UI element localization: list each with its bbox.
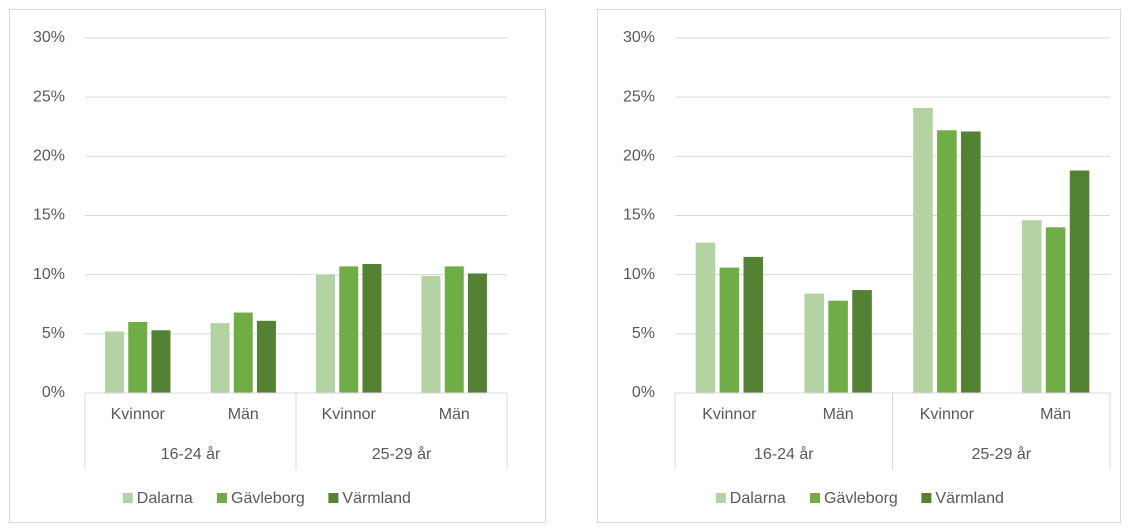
x-tick-label: Kvinnor — [702, 406, 757, 423]
legend-label: Gävleborg — [824, 490, 898, 507]
bar — [256, 320, 276, 393]
bar — [316, 274, 336, 393]
x-tick-label: Män — [439, 406, 470, 423]
x-tick-label: Kvinnor — [920, 406, 975, 423]
y-tick-label: 5% — [42, 325, 65, 342]
bar — [467, 273, 487, 393]
y-tick-label: 30% — [33, 29, 65, 46]
bar — [828, 300, 848, 393]
group-label: 25-29 år — [372, 445, 432, 463]
bar — [339, 266, 359, 393]
group-label: 16-24 år — [754, 445, 814, 463]
bar — [804, 293, 824, 393]
bar — [210, 323, 230, 393]
bar — [937, 130, 957, 394]
bar — [1021, 220, 1042, 393]
bar — [128, 322, 148, 393]
y-tick-label: 25% — [623, 88, 655, 105]
x-tick-label: Kvinnor — [322, 406, 377, 423]
bar — [852, 290, 872, 393]
bar — [961, 131, 981, 393]
bar — [719, 267, 740, 393]
bar — [233, 312, 253, 393]
legend-swatch — [217, 493, 227, 503]
y-tick-label: 15% — [623, 207, 655, 224]
legend-swatch — [122, 493, 133, 503]
y-tick-label: 20% — [623, 148, 655, 165]
y-tick-label: 10% — [33, 266, 65, 283]
bar — [695, 242, 716, 393]
legend-label: Gävleborg — [231, 490, 305, 507]
y-tick-label: 5% — [632, 325, 655, 342]
legend-swatch — [810, 493, 820, 503]
bar — [362, 264, 382, 393]
chart-frame — [9, 9, 546, 523]
group-label: 16-24 år — [161, 445, 221, 463]
y-tick-label: 25% — [33, 88, 65, 105]
bar — [421, 275, 441, 393]
y-tick-label: 20% — [33, 148, 65, 165]
x-tick-label: Män — [1040, 406, 1071, 423]
legend-label: Värmland — [935, 490, 1003, 507]
legend-label: Dalarna — [137, 490, 193, 507]
y-tick-label: 15% — [33, 207, 65, 224]
y-tick-label: 10% — [623, 266, 655, 283]
chart-frame — [597, 9, 1121, 523]
legend-swatch — [715, 493, 726, 503]
x-tick-label: Män — [228, 406, 259, 423]
bar — [105, 331, 125, 393]
bar — [444, 266, 464, 393]
legend-swatch — [921, 493, 932, 503]
bar — [743, 256, 764, 393]
x-tick-label: Män — [823, 406, 854, 423]
x-tick-label: Kvinnor — [111, 406, 166, 423]
bar — [1045, 227, 1066, 393]
y-tick-label: 0% — [42, 384, 65, 401]
bar — [1069, 170, 1090, 393]
legend-label: Dalarna — [730, 490, 786, 507]
legend-swatch — [328, 493, 339, 503]
group-label: 25-29 år — [971, 445, 1031, 463]
legend-label: Värmland — [342, 490, 410, 507]
bar — [151, 330, 171, 393]
y-tick-label: 0% — [632, 384, 655, 401]
bar — [913, 107, 933, 394]
y-tick-label: 30% — [623, 29, 655, 46]
